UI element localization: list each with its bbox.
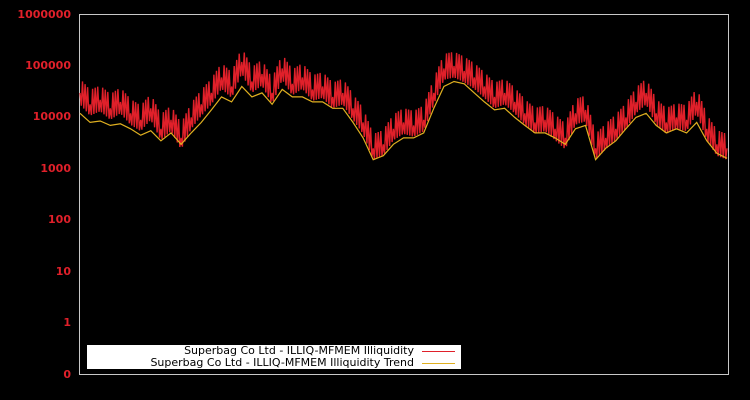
legend-swatch-gold bbox=[422, 362, 455, 364]
plot-frame bbox=[79, 14, 729, 375]
y-tick-label: 10 bbox=[55, 265, 71, 278]
legend-label: Superbag Co Ltd - ILLIQ-MFMEM Illiquidit… bbox=[184, 344, 414, 357]
y-tick-label: 100 bbox=[48, 213, 71, 226]
y-tick-label: 0 bbox=[63, 368, 71, 381]
legend-item-trend: Superbag Co Ltd - ILLIQ-MFMEM Illiquidit… bbox=[150, 357, 455, 369]
y-tick-label: 1 bbox=[63, 316, 71, 329]
y-tick-label: 1000000 bbox=[17, 8, 71, 21]
legend-label: Superbag Co Ltd - ILLIQ-MFMEM Illiquidit… bbox=[150, 356, 414, 369]
y-tick-label: 100000 bbox=[25, 59, 71, 72]
illiquidity-line bbox=[79, 52, 728, 160]
illiquidity-trend-line bbox=[79, 80, 728, 161]
chart-legend: Superbag Co Ltd - ILLIQ-MFMEM Illiquidit… bbox=[87, 345, 461, 369]
y-tick-label: 1000 bbox=[40, 162, 71, 175]
y-tick-label: 10000 bbox=[32, 110, 71, 123]
legend-item-illiquidity: Superbag Co Ltd - ILLIQ-MFMEM Illiquidit… bbox=[184, 345, 455, 357]
legend-swatch-red bbox=[422, 350, 455, 352]
